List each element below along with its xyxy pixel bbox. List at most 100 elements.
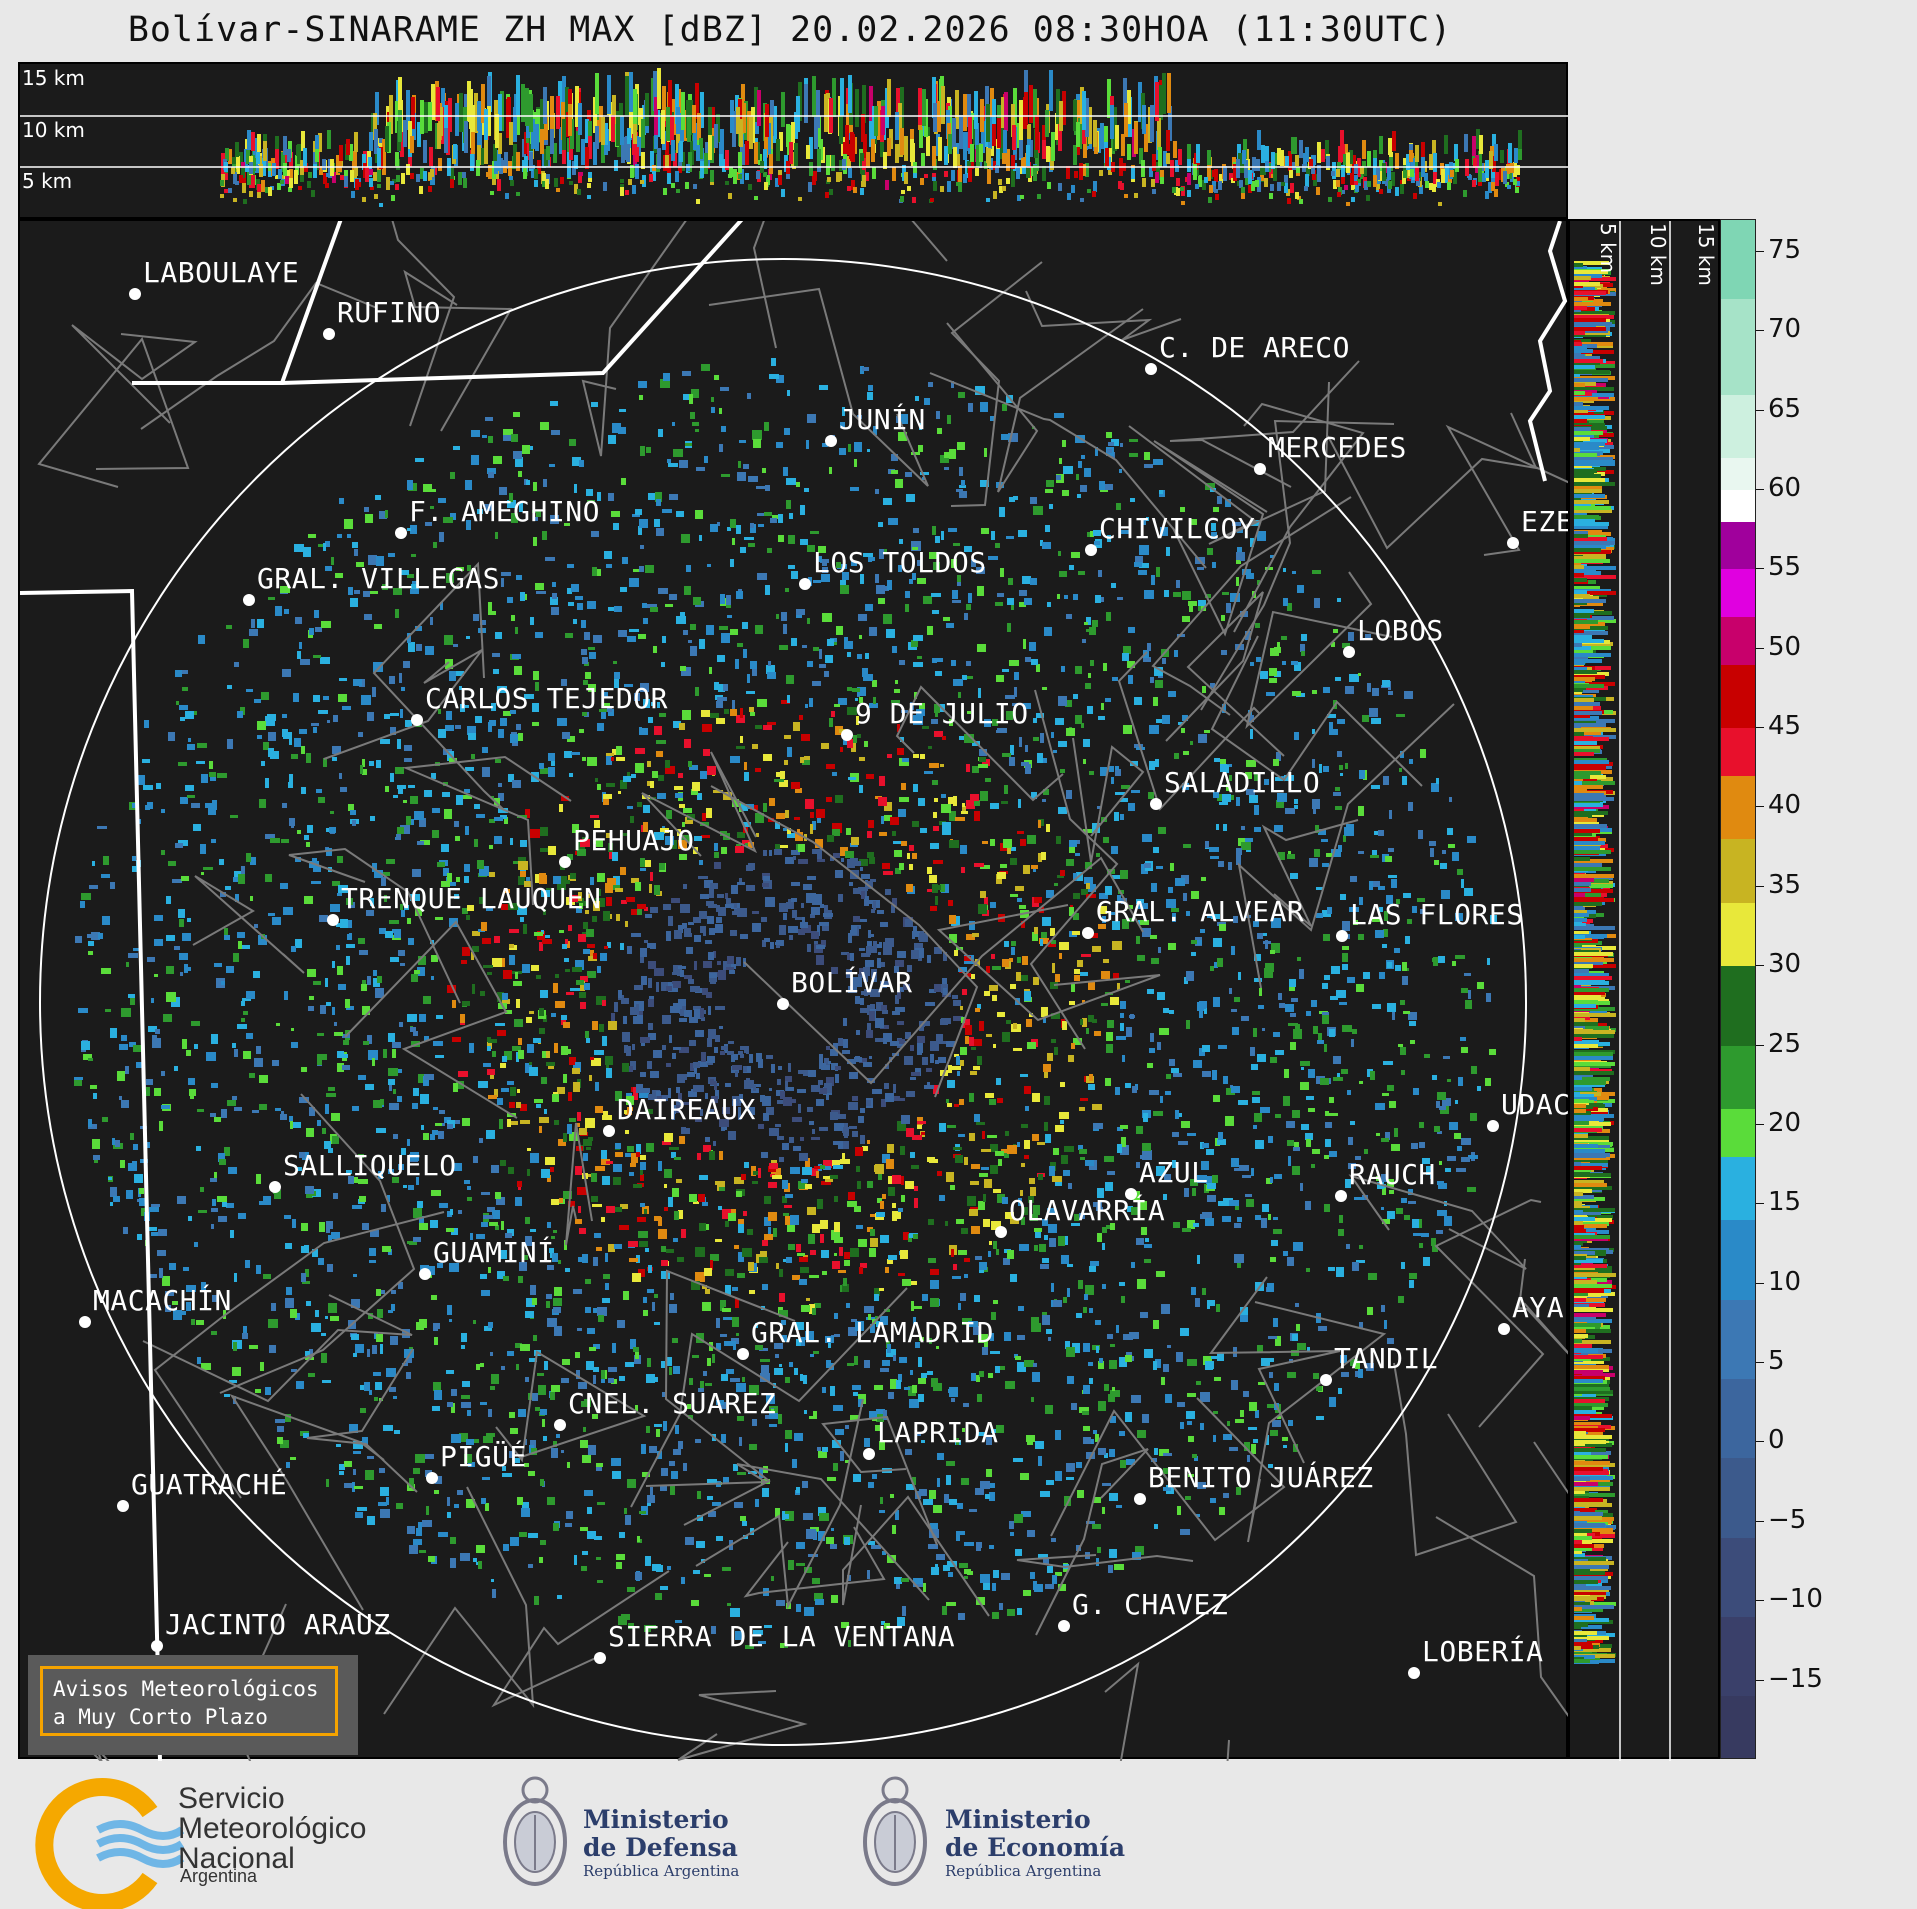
warning-box-line2: a Muy Corto Plazo xyxy=(53,1705,268,1729)
top-cross-section-panel: 15 km 10 km 5 km xyxy=(18,62,1568,219)
top-altitude-label-15: 15 km xyxy=(22,66,85,90)
city-label: BOLÍVAR xyxy=(791,966,913,999)
city-marker xyxy=(1125,1188,1137,1200)
city-label: GRAL. VILLEGAS xyxy=(257,562,501,595)
radar-map-panel[interactable]: LABOULAYE RUFINO C. DE ARECO JUNÍN MERCEDES F… xyxy=(18,219,1573,1761)
colorbar-tick-label: 15 xyxy=(1768,1187,1802,1218)
city-marker xyxy=(151,1640,163,1652)
colorbar-tick-label: 70 xyxy=(1768,314,1802,345)
economia-line2: de Economía xyxy=(945,1833,1126,1862)
colorbar-tick-label: 35 xyxy=(1768,869,1802,900)
city-marker xyxy=(426,1472,438,1484)
colorbar-tick-label: 40 xyxy=(1768,790,1802,821)
colorbar-tickmark xyxy=(1756,1123,1764,1125)
side-cross-section-echoes xyxy=(1574,221,1671,1761)
city-label: EZE xyxy=(1521,505,1574,538)
defensa-logo-text: Ministerio de Defensa xyxy=(583,1806,738,1862)
city-marker xyxy=(995,1226,1007,1238)
colorbar-tickmark xyxy=(1756,1362,1764,1364)
economia-logo-text: Ministerio de Economía xyxy=(945,1806,1125,1862)
colorbar-tick-label: 45 xyxy=(1768,711,1802,742)
colorbar-tickmark xyxy=(1756,1679,1764,1681)
city-label: AZUL xyxy=(1139,1156,1209,1189)
colorbar-tick-label: 30 xyxy=(1768,949,1802,980)
defensa-country: República Argentina xyxy=(583,1862,740,1880)
city-marker xyxy=(1134,1493,1146,1505)
city-marker xyxy=(799,578,811,590)
city-marker xyxy=(1343,646,1355,658)
warning-box[interactable]: Avisos Meteorológicos a Muy Corto Plazo xyxy=(28,1655,358,1755)
smn-line2: Meteorológico xyxy=(178,1812,367,1845)
city-marker xyxy=(419,1268,431,1280)
city-label: SALLIQUELO xyxy=(283,1149,457,1182)
smn-logo-icon xyxy=(35,1778,185,1909)
colorbar-tickmark xyxy=(1756,488,1764,490)
colorbar-tick-label: 5 xyxy=(1768,1346,1785,1377)
colorbar-tick-label: 65 xyxy=(1768,393,1802,424)
city-label: RUFINO xyxy=(337,296,442,329)
top-cross-section-echoes xyxy=(20,68,1568,207)
colorbar-band xyxy=(1721,1299,1755,1380)
city-marker xyxy=(777,998,789,1010)
top-altitude-label-10: 10 km xyxy=(22,118,85,142)
city-marker xyxy=(737,1348,749,1360)
city-label: F. AMEGHINO xyxy=(409,495,600,528)
side-cross-section-panel: 5 km 10 km 15 km xyxy=(1568,219,1720,1761)
colorbar-tick-label: 50 xyxy=(1768,631,1802,662)
city-label: PIGÜÉ xyxy=(440,1440,527,1473)
city-label: LOBOS xyxy=(1357,614,1444,647)
city-marker xyxy=(1335,1190,1347,1202)
city-marker xyxy=(1320,1374,1332,1386)
colorbar-tickmark xyxy=(1756,727,1764,729)
colorbar-band xyxy=(1721,728,1755,777)
city-marker xyxy=(554,1419,566,1431)
city-marker xyxy=(559,856,571,868)
city-marker xyxy=(1336,930,1348,942)
smn-line3: Nacional xyxy=(178,1842,295,1875)
colorbar-tickmark xyxy=(1756,1044,1764,1046)
colorbar-band xyxy=(1721,394,1755,460)
colorbar-band xyxy=(1721,458,1755,491)
colorbar-band xyxy=(1721,1156,1755,1222)
city-label: TANDIL xyxy=(1334,1342,1439,1375)
colorbar-tickmark xyxy=(1756,1520,1764,1522)
colorbar-band xyxy=(1721,1458,1755,1539)
city-marker xyxy=(841,729,853,741)
city-label: SALADILLO xyxy=(1164,766,1321,799)
colorbar-band xyxy=(1721,664,1755,730)
colorbar-tick-label: 0 xyxy=(1768,1425,1785,1456)
colorbar-tick-label: 55 xyxy=(1768,552,1802,583)
city-label: LAS FLORES xyxy=(1350,898,1524,931)
city-marker xyxy=(1487,1120,1499,1132)
city-label: GRAL. ALVEAR xyxy=(1096,895,1305,928)
city-marker xyxy=(395,527,407,539)
colorbar-tickmark xyxy=(1756,806,1764,808)
economia-line1: Ministerio xyxy=(945,1805,1091,1834)
colorbar-band xyxy=(1721,839,1755,904)
colorbar-band xyxy=(1721,1220,1755,1301)
city-marker xyxy=(603,1125,615,1137)
top-altitude-label-5: 5 km xyxy=(22,169,73,193)
defensa-line1: Ministerio xyxy=(583,1805,729,1834)
colorbar-tickmark xyxy=(1756,1600,1764,1602)
colorbar-band xyxy=(1721,1378,1755,1460)
colorbar-band xyxy=(1721,521,1755,571)
colorbar-tickmark xyxy=(1756,409,1764,411)
footer-logos xyxy=(0,1760,1917,1909)
colorbar-band xyxy=(1721,1537,1755,1619)
city-label: BENITO JUÁREZ xyxy=(1148,1461,1374,1494)
defensa-line2: de Defensa xyxy=(583,1833,738,1862)
colorbar-tickmark xyxy=(1756,1441,1764,1443)
district-borders xyxy=(37,221,1570,1761)
range-ring xyxy=(39,258,1527,1746)
colorbar-tickmark xyxy=(1756,885,1764,887)
city-marker xyxy=(327,914,339,926)
city-marker xyxy=(594,1652,606,1664)
colorbar-tickmark xyxy=(1756,250,1764,252)
economia-coat-of-arms-icon xyxy=(863,1776,927,1886)
colorbar-tickmark xyxy=(1756,568,1764,570)
city-marker xyxy=(1085,544,1097,556)
colorbar-tick-label: 10 xyxy=(1768,1266,1802,1297)
colorbar-band xyxy=(1721,299,1755,396)
defensa-coat-of-arms-icon xyxy=(503,1776,567,1886)
